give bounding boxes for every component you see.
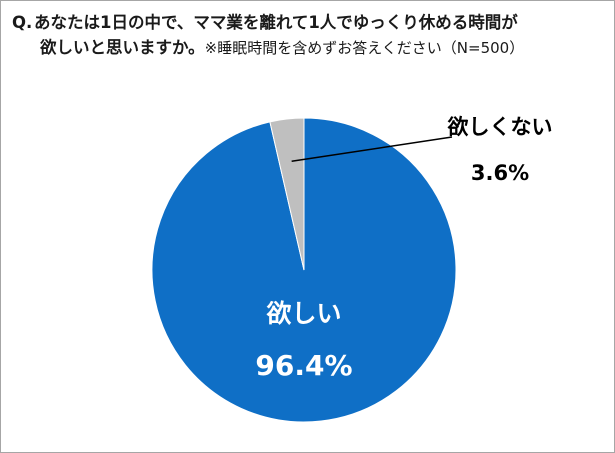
question-note: ※睡眠時間を含めずお答えください（N=500） bbox=[204, 39, 525, 57]
pie-slices bbox=[151, 117, 457, 423]
question-line-1-text: あなたは1日の中で、ママ業を離れて1人でゆっくり休める時間が bbox=[34, 13, 518, 32]
question-line-2-text: 欲しいと思いますか。 bbox=[40, 38, 205, 57]
leader-line-not-want bbox=[291, 136, 453, 163]
question-text: Q. あなたは1日の中で、ママ業を離れて1人でゆっくり休める時間が 欲しいと思いま… bbox=[12, 10, 602, 61]
slice-label-not-want: 欲しくない bbox=[447, 115, 553, 139]
question-line-1: Q. あなたは1日の中で、ママ業を離れて1人でゆっくり休める時間が bbox=[12, 10, 602, 35]
slice-value-not-want: 3.6% bbox=[471, 161, 529, 185]
slice-value-want: 96.4% bbox=[255, 349, 352, 382]
slice-label-want: 欲しい bbox=[265, 299, 341, 328]
question-line-2: 欲しいと思いますか。※睡眠時間を含めずお答えください（N=500） bbox=[12, 35, 602, 61]
pie-slice-not-want bbox=[269, 117, 305, 271]
question-prefix: Q. bbox=[12, 13, 33, 32]
